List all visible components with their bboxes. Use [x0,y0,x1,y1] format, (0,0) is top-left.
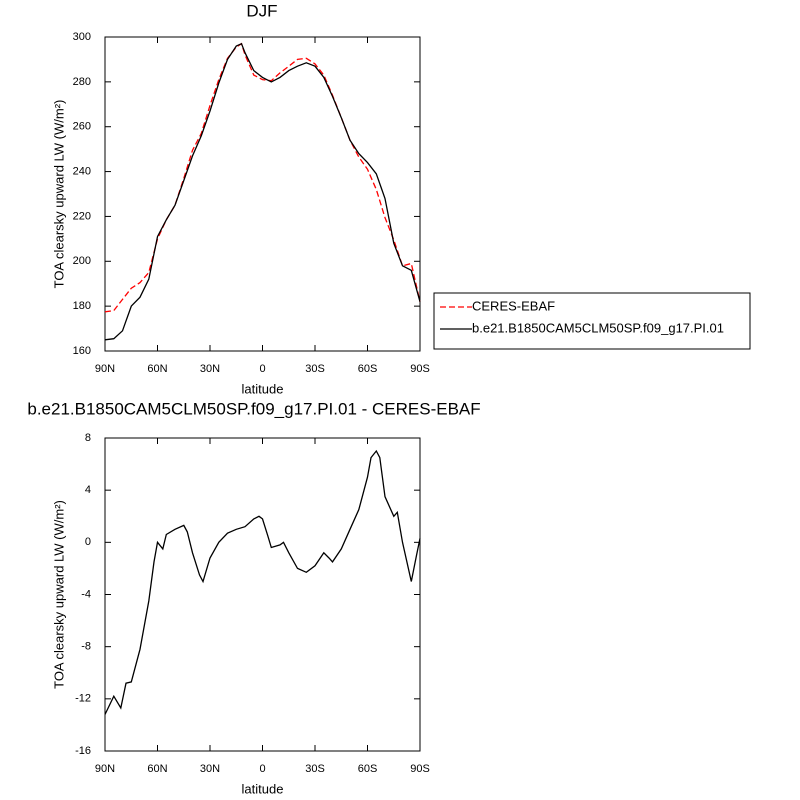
x-tick-label: 60N [147,363,167,375]
y-axis-label: TOA clearsky upward LW (W/m²) [51,100,66,289]
y-tick-label: 180 [73,300,91,312]
x-tick-label: 0 [259,763,265,775]
legend-label: CERES-EBAF [472,298,555,313]
y-tick-label: 8 [85,432,91,444]
data-line [104,42,421,313]
y-axis-label: TOA clearsky upward LW (W/m²) [51,500,66,689]
y-tick-label: 300 [73,31,91,43]
y-tick-label: 260 [73,121,91,133]
x-tick-label: 0 [259,363,265,375]
y-tick-label: -12 [75,693,91,705]
legend-label: b.e21.B1850CAM5CLM50SP.f09_g17.PI.01 [472,320,724,335]
x-tick-label: 60S [358,763,378,775]
y-tick-label: 280 [73,76,91,88]
y-tick-label: -4 [81,588,91,600]
x-tick-label: 90N [95,763,115,775]
data-line [104,449,421,715]
plot-frame [104,36,421,352]
x-tick-label: 90N [95,363,115,375]
y-tick-label: 220 [73,210,91,222]
y-tick-label: 0 [85,536,91,548]
chart-title: DJF [246,1,277,20]
y-tick-label: 160 [73,345,91,357]
x-axis-label: latitude [242,381,284,396]
y-tick-label: -8 [81,641,91,653]
x-tick-label: 30N [200,363,220,375]
y-tick-label: 240 [73,165,91,177]
y-tick-label: 4 [85,484,91,496]
x-tick-label: 90S [410,363,430,375]
x-tick-label: 30S [305,363,325,375]
x-tick-label: 60N [147,763,167,775]
x-tick-label: 30S [305,763,325,775]
legend-box [433,292,751,350]
y-tick-label: 200 [73,255,91,267]
x-tick-label: 60S [358,363,378,375]
data-line [104,42,421,341]
x-tick-label: 30N [200,763,220,775]
x-tick-label: 90S [410,763,430,775]
y-tick-label: -16 [75,745,91,757]
plot-frame [104,437,421,752]
x-axis-label: latitude [242,781,284,796]
chart-title: b.e21.B1850CAM5CLM50SP.f09_g17.PI.01 - C… [27,399,480,418]
